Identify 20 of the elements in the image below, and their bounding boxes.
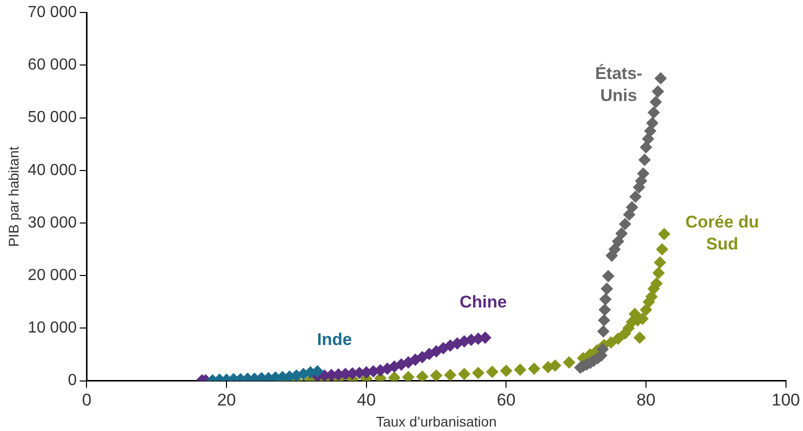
series-label: Corée du Sud: [685, 212, 760, 254]
series-label: Chine: [460, 292, 507, 312]
y-tick-label: 70 000: [28, 4, 77, 22]
x-tick-label: 60: [496, 390, 516, 410]
y-tick-label: 0: [68, 372, 77, 390]
y-tick-label: 60 000: [28, 56, 77, 74]
x-tick-label: 100: [772, 390, 800, 410]
y-tick-label: 50 000: [28, 109, 77, 126]
y-tick-label: 10 000: [28, 320, 77, 337]
x-tick-label: 80: [636, 390, 656, 410]
x-axis-title: Taux d’urbanisation: [376, 413, 497, 430]
series-label: États-Unis: [595, 63, 642, 106]
x-tick-label: 0: [82, 390, 92, 410]
y-tick-label: 40 000: [28, 162, 77, 179]
y-axis-title: PIB par habitant: [5, 146, 22, 247]
y-tick-label: 30 000: [28, 214, 77, 232]
y-tick-label: 20 000: [28, 267, 77, 284]
x-tick-label: 40: [356, 390, 376, 410]
series-label: Inde: [316, 330, 352, 350]
x-tick-label: 20: [217, 390, 236, 410]
